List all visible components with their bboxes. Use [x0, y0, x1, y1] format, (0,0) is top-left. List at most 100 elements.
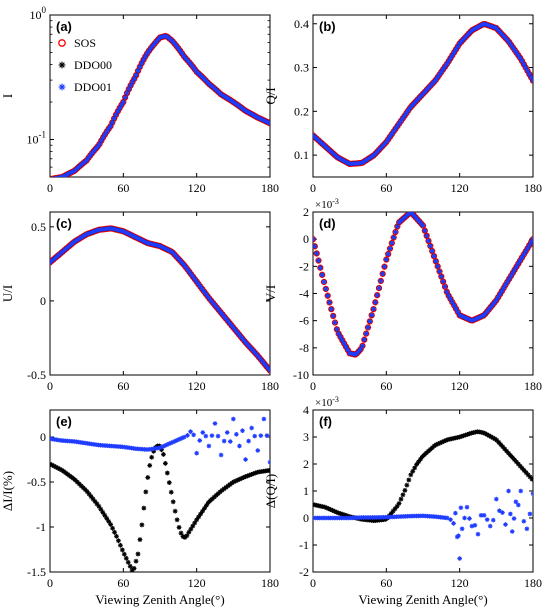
marker-stroke [244, 109, 249, 114]
marker-stroke [242, 338, 247, 343]
marker-stroke [187, 60, 192, 65]
ddo01-point [185, 267, 190, 272]
sos-point [341, 340, 348, 347]
ddo01-point [523, 65, 528, 70]
ddo01-point [159, 244, 165, 250]
marker-stroke [323, 287, 328, 291]
ddo01-point [190, 274, 196, 279]
marker-stroke [384, 140, 389, 144]
x-tick-label: 180 [261, 181, 279, 195]
marker-stroke [214, 88, 219, 93]
ddo01-point [318, 265, 323, 270]
marker-stroke [176, 256, 181, 261]
marker-stroke [342, 158, 347, 163]
sos-point [529, 236, 533, 243]
ddo01-point [323, 286, 329, 292]
sos-point [50, 257, 55, 264]
marker-stroke [320, 272, 325, 277]
panel-letter: (c) [56, 216, 72, 231]
panel-c: 0 60 120 180-0.500.5U/I(c) [0, 211, 279, 393]
marker-stroke [266, 366, 270, 371]
sos-point [524, 67, 531, 74]
marker-stroke [218, 91, 223, 96]
marker-stroke [249, 347, 254, 352]
marker-stroke [198, 73, 203, 78]
marker-stroke [134, 235, 139, 240]
marker-stroke [531, 78, 533, 82]
ddo01-point [325, 293, 330, 298]
sos-point [315, 137, 322, 144]
ddo01-point [139, 61, 144, 66]
marker-stroke [121, 229, 126, 234]
ddo01-point [334, 327, 340, 332]
sos-point [324, 145, 331, 152]
axes-box [312, 14, 534, 178]
marker-stroke [391, 129, 396, 134]
ddo01-point [444, 61, 450, 67]
marker-stroke [260, 117, 265, 122]
marker-stroke [137, 64, 142, 69]
ddo01-point [316, 258, 321, 263]
marker-stroke [198, 284, 203, 289]
marker-stroke [165, 247, 170, 252]
marker-stroke [262, 361, 267, 366]
ddo01-point [446, 58, 451, 64]
marker-stroke [488, 24, 493, 29]
marker-stroke [251, 113, 256, 118]
ddo01-point [265, 366, 270, 371]
ddo01-point [113, 112, 119, 117]
ddo01-point [128, 232, 133, 238]
sos-point [74, 164, 81, 172]
panels-group: 0 60 120 180 10-1 100 I (a)SOS DDO00 DDO01 0 60 120 1… [0, 5, 542, 607]
marker-stroke [185, 267, 190, 272]
sos-point [313, 250, 320, 257]
marker-stroke [180, 260, 184, 265]
marker-stroke [222, 314, 227, 319]
marker-stroke [313, 237, 315, 240]
ddo01-point [122, 95, 128, 100]
marker-stroke [238, 105, 243, 110]
marker-stroke [211, 85, 216, 90]
sos-point [361, 336, 368, 343]
sos-point [129, 78, 136, 86]
ddo01-point [128, 83, 133, 88]
sos-point [335, 330, 342, 337]
ddo01-point [130, 233, 135, 238]
marker-stroke [446, 59, 451, 64]
marker-stroke [202, 289, 206, 294]
marker-stroke [227, 321, 232, 326]
marker-stroke [189, 272, 194, 277]
axes-box [49, 211, 271, 376]
sos-point [63, 245, 70, 252]
marker-stroke [141, 57, 146, 62]
ddo01-point [530, 78, 533, 83]
marker-stroke [52, 176, 54, 177]
marker-stroke [397, 121, 402, 126]
marks-group [313, 212, 533, 358]
sos-point [200, 75, 208, 82]
marker-stroke [57, 175, 60, 177]
marker-stroke [240, 336, 245, 341]
marker-stroke [187, 269, 192, 274]
legend: SOS DDO00 DDO01 [58, 36, 112, 94]
ddo01-point [188, 62, 194, 67]
marker-stroke [55, 175, 58, 177]
sos-point [211, 85, 219, 93]
sos-point [357, 346, 364, 353]
marker-stroke [262, 118, 267, 123]
ddo01-point [126, 86, 132, 92]
sos-point [370, 305, 377, 313]
marker-stroke [59, 84, 65, 90]
ddo01-point [510, 45, 516, 50]
sos-point [366, 318, 373, 325]
marker-stroke [123, 230, 128, 235]
x-tick-label: 120 [188, 181, 206, 195]
marker-stroke [220, 312, 225, 317]
marker-stroke [225, 318, 230, 323]
sos-point [326, 147, 333, 154]
sos-point [313, 135, 320, 142]
marker-stroke [499, 32, 504, 36]
ddo01-point [440, 67, 446, 72]
marker-stroke [336, 331, 341, 336]
